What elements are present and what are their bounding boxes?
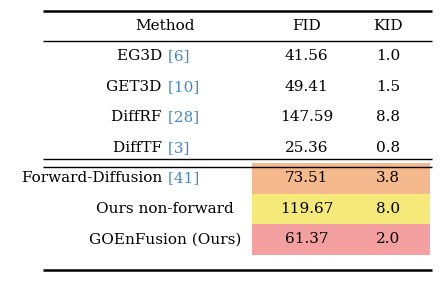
Text: KID: KID [373,19,403,33]
Text: 25.36: 25.36 [285,141,328,155]
Text: [28]: [28] [165,110,199,124]
Text: EG3D: EG3D [117,49,165,63]
Bar [252,163,349,194]
Bar [349,224,431,255]
Text: [3]: [3] [165,141,189,155]
Text: 8.0: 8.0 [376,202,400,216]
Text: 73.51: 73.51 [285,172,328,185]
Bar [252,224,349,255]
Text: 2.0: 2.0 [376,233,400,246]
Text: 0.8: 0.8 [376,141,400,155]
Text: 147.59: 147.59 [280,110,333,124]
Text: GOEnFusion (Ours): GOEnFusion (Ours) [89,233,241,246]
Text: FID: FID [293,19,321,33]
Text: GET3D: GET3D [107,80,165,94]
Text: Method: Method [135,19,194,33]
Text: Forward-Diffusion: Forward-Diffusion [22,172,165,185]
Bar [252,194,349,224]
Text: 41.56: 41.56 [285,49,328,63]
Text: 1.0: 1.0 [376,49,400,63]
Text: Ours non-forward: Ours non-forward [96,202,234,216]
Text: DiffRF: DiffRF [111,110,165,124]
Text: 119.67: 119.67 [280,202,333,216]
Text: DiffTF: DiffTF [113,141,165,155]
Text: 8.8: 8.8 [376,110,400,124]
Text: [6]: [6] [165,49,189,63]
Bar [349,163,431,194]
Bar [349,194,431,224]
Text: 49.41: 49.41 [285,80,329,94]
Text: [10]: [10] [165,80,199,94]
Text: 61.37: 61.37 [285,233,328,246]
Text: 3.8: 3.8 [376,172,400,185]
Text: 1.5: 1.5 [376,80,400,94]
Text: [41]: [41] [165,172,199,185]
